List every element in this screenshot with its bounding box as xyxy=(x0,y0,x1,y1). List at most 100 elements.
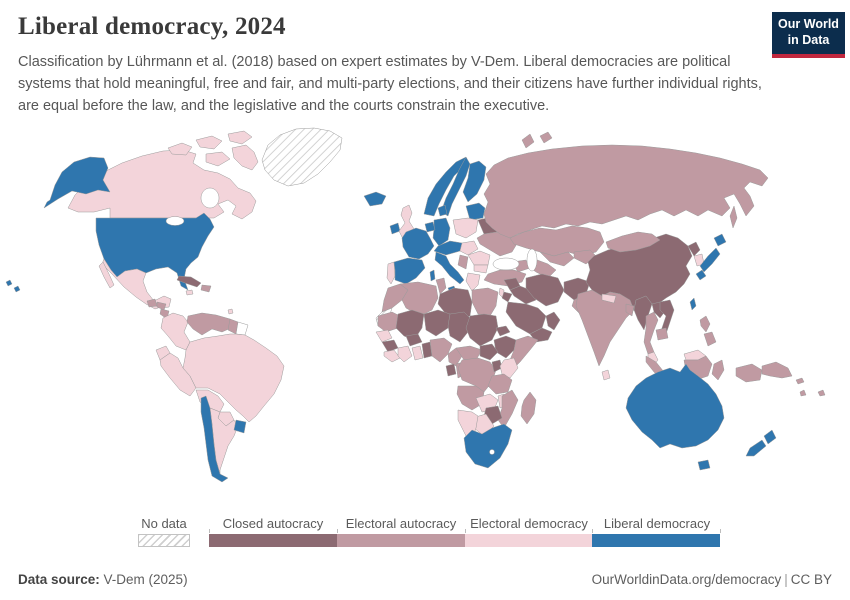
country-ivory-coast[interactable] xyxy=(397,345,413,363)
country-canada-arctic1[interactable] xyxy=(167,142,193,156)
country-hispaniola[interactable] xyxy=(200,284,212,293)
country-canada-arctic2[interactable] xyxy=(195,135,223,150)
country-india[interactable] xyxy=(575,289,635,367)
country-chad[interactable] xyxy=(447,311,471,343)
country-oman[interactable] xyxy=(545,311,561,331)
country-central-african-republic[interactable] xyxy=(455,345,483,361)
country-benelux[interactable] xyxy=(424,221,436,233)
country-japan-hokkaido[interactable] xyxy=(713,233,727,247)
country-canada-baffin[interactable] xyxy=(231,144,259,171)
country-australia[interactable] xyxy=(625,363,725,449)
country-dr-congo[interactable] xyxy=(457,357,497,393)
country-jamaica[interactable] xyxy=(185,289,194,296)
country-japan-kyushu[interactable] xyxy=(695,269,707,281)
country-poland[interactable] xyxy=(452,217,479,239)
country-greece[interactable] xyxy=(465,272,481,292)
country-indonesia-sulawesi[interactable] xyxy=(711,359,725,381)
country-baltic-states[interactable] xyxy=(465,202,486,221)
legend-segment-closed-autocracy[interactable] xyxy=(209,534,337,547)
country-sudan[interactable] xyxy=(465,313,499,347)
country-mozambique[interactable] xyxy=(497,389,519,429)
legend-segment-electoral-democracy[interactable] xyxy=(464,534,593,547)
country-somalia[interactable] xyxy=(509,335,539,371)
country-senegal[interactable] xyxy=(375,329,393,343)
country-nepal[interactable] xyxy=(601,293,617,304)
country-denmark[interactable] xyxy=(437,204,448,217)
country-united-states[interactable] xyxy=(95,212,215,291)
country-hawaii1[interactable] xyxy=(5,279,13,287)
country-niger[interactable] xyxy=(423,309,451,337)
country-balkans[interactable] xyxy=(457,254,469,270)
country-france[interactable] xyxy=(401,227,435,260)
country-sardinia[interactable] xyxy=(429,269,436,282)
country-italy[interactable] xyxy=(434,251,465,285)
country-finland[interactable] xyxy=(462,160,487,203)
country-hawaii2[interactable] xyxy=(13,285,21,293)
country-kenya[interactable] xyxy=(499,357,519,379)
country-venezuela[interactable] xyxy=(186,312,234,336)
country-slovakia-hungary[interactable] xyxy=(459,240,479,256)
country-angola[interactable] xyxy=(456,385,485,411)
country-romania[interactable] xyxy=(467,250,491,266)
country-ghana[interactable] xyxy=(411,345,424,361)
country-eritrea[interactable] xyxy=(495,325,511,337)
country-papua-new-guinea[interactable] xyxy=(761,361,793,379)
country-vanuatu[interactable] xyxy=(799,389,807,397)
country-canada-arctic4[interactable] xyxy=(205,151,231,167)
country-brazil[interactable] xyxy=(182,333,285,423)
legend-segment-liberal-democracy[interactable] xyxy=(592,534,720,547)
country-sri-lanka[interactable] xyxy=(601,369,611,381)
country-chile[interactable] xyxy=(200,395,229,483)
country-ireland[interactable] xyxy=(389,222,401,235)
country-solomon-islands[interactable] xyxy=(795,377,805,385)
legend-no-data-swatch[interactable] xyxy=(138,534,190,547)
country-alaska[interactable] xyxy=(43,156,111,209)
country-iran[interactable] xyxy=(525,273,565,307)
country-spain[interactable] xyxy=(393,257,426,285)
country-russia[interactable] xyxy=(483,144,769,239)
country-gabon[interactable] xyxy=(445,363,457,377)
country-south-africa[interactable] xyxy=(463,423,513,469)
country-cameroon[interactable] xyxy=(447,347,463,367)
country-new-zealand-north[interactable] xyxy=(763,429,777,445)
country-bulgaria[interactable] xyxy=(473,264,489,274)
country-burkina-faso[interactable] xyxy=(405,333,423,347)
country-novaya-zemlya1[interactable] xyxy=(521,133,535,149)
country-new-zealand-south[interactable] xyxy=(745,439,767,457)
country-japan-honshu[interactable] xyxy=(699,247,721,273)
country-madagascar[interactable] xyxy=(520,391,537,425)
country-cuba[interactable] xyxy=(176,275,202,288)
country-sweden[interactable] xyxy=(440,156,471,217)
country-tasmania[interactable] xyxy=(697,459,711,471)
country-uruguay[interactable] xyxy=(233,419,247,434)
country-novaya-zemlya2[interactable] xyxy=(539,131,553,144)
country-canada-arctic3[interactable] xyxy=(227,130,253,145)
footer-license-link[interactable]: CC BY xyxy=(790,572,832,587)
country-thailand[interactable] xyxy=(643,311,659,355)
country-cambodia[interactable] xyxy=(655,327,669,341)
country-jordan[interactable] xyxy=(501,291,513,303)
country-greenland[interactable] xyxy=(261,127,343,187)
legend-segment-electoral-autocracy[interactable] xyxy=(336,534,465,547)
country-indonesia-papua[interactable] xyxy=(735,363,763,383)
footer-url-link[interactable]: OurWorldinData.org/democracy xyxy=(591,572,782,587)
country-sierra-leone-liberia[interactable] xyxy=(383,349,401,363)
country-turkey[interactable] xyxy=(483,269,527,287)
country-baja[interactable] xyxy=(98,261,115,289)
country-mongolia[interactable] xyxy=(605,231,661,253)
country-egypt[interactable] xyxy=(471,287,499,317)
country-portugal[interactable] xyxy=(386,261,396,285)
country-trinidad[interactable] xyxy=(227,308,234,315)
country-bangladesh[interactable] xyxy=(625,303,635,317)
country-sakhalin[interactable] xyxy=(729,205,738,229)
country-tunisia[interactable] xyxy=(435,277,447,295)
country-north-korea[interactable] xyxy=(687,241,701,257)
country-fiji[interactable] xyxy=(817,389,826,397)
country-philippines-luzon[interactable] xyxy=(699,315,711,333)
country-algeria[interactable] xyxy=(399,281,439,317)
country-south-sudan[interactable] xyxy=(479,343,499,361)
country-colombia[interactable] xyxy=(160,312,191,351)
country-taiwan[interactable] xyxy=(689,297,697,311)
country-guinea[interactable] xyxy=(381,339,399,353)
country-tanzania[interactable] xyxy=(487,373,513,395)
